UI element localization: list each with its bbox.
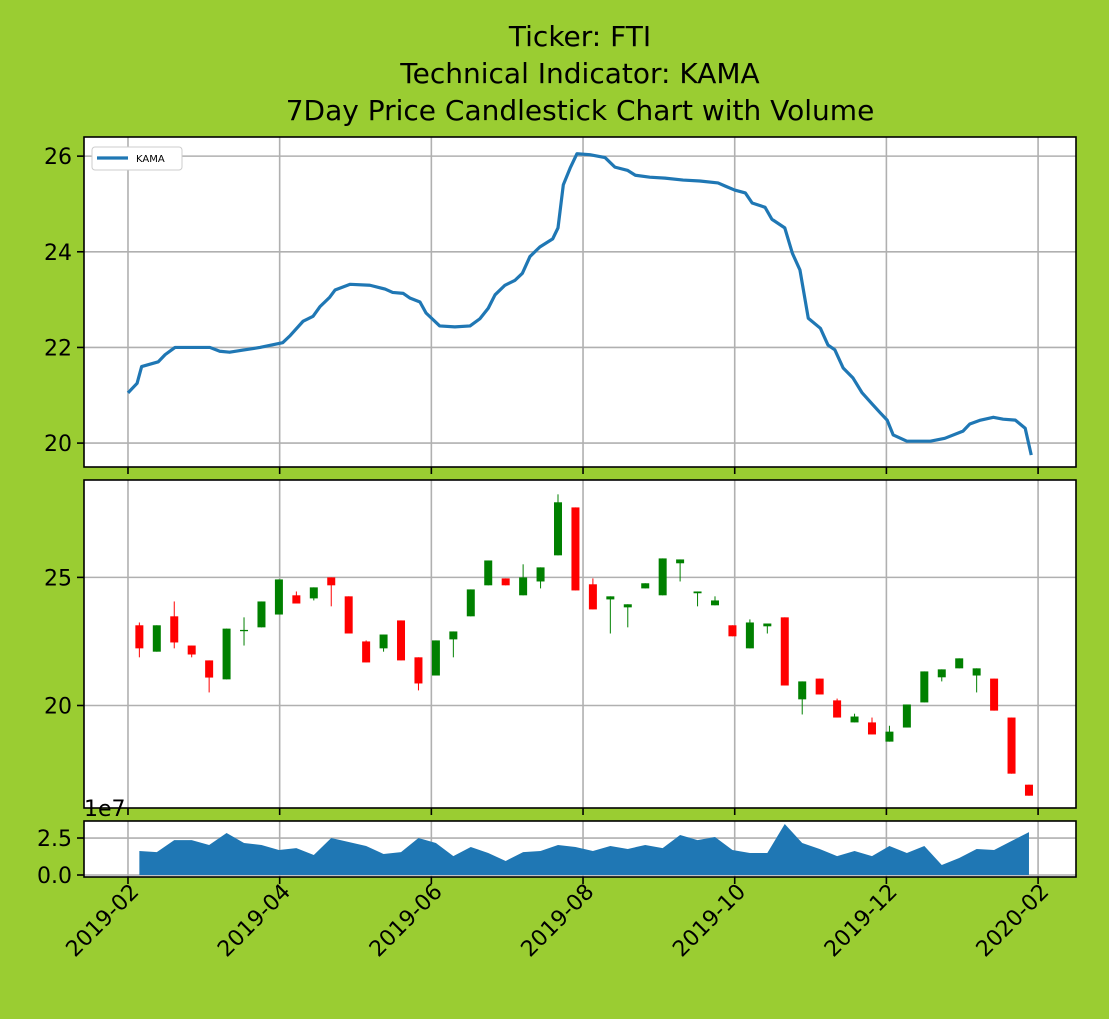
candle-body <box>798 681 807 700</box>
candle-body <box>344 596 353 634</box>
plot-area <box>84 480 1076 808</box>
candle-body <box>397 620 406 661</box>
y-tick-label: 0.0 <box>37 864 72 889</box>
candle-body <box>920 671 929 703</box>
x-tick-label: 2019-12 <box>820 880 903 963</box>
plot-area <box>84 137 1076 467</box>
legend-label: KAMA <box>136 154 165 165</box>
candle-body <box>867 722 876 735</box>
candle-body <box>833 700 842 718</box>
candle-body <box>205 660 214 678</box>
candle-body <box>309 587 318 599</box>
candle-body <box>554 502 563 556</box>
candle-body <box>1024 784 1033 796</box>
candle-body <box>152 625 161 652</box>
chart-title: Ticker: FTI <box>508 20 651 53</box>
candle-body <box>745 622 754 649</box>
candle-body <box>187 645 196 655</box>
candle-body <box>780 617 789 686</box>
candle-body <box>327 577 336 586</box>
candle-body <box>222 628 231 680</box>
candle-body <box>606 596 615 600</box>
x-tick-label: 2020-02 <box>972 880 1055 963</box>
candle-body <box>676 559 685 564</box>
candle-body <box>641 583 650 589</box>
candle-body <box>449 631 458 640</box>
x-tick-label: 2019-08 <box>517 880 600 963</box>
y-tick-label: 20 <box>44 695 72 720</box>
y-tick-label: 26 <box>44 145 72 170</box>
y-tick-label: 22 <box>44 336 72 361</box>
candle-body <box>937 669 946 678</box>
candle-body <box>135 625 144 649</box>
candle-body <box>431 640 440 676</box>
plot-frame <box>83 479 1077 809</box>
candle-body <box>362 641 371 663</box>
x-tick-label: 2019-04 <box>213 880 296 963</box>
candle-body <box>414 657 423 684</box>
candle-body <box>658 558 667 596</box>
kama-line <box>126 152 1033 456</box>
candle-body <box>274 579 283 615</box>
candle-body <box>588 584 597 610</box>
candle-body <box>536 567 545 582</box>
candle-body <box>728 625 737 637</box>
candle-body <box>571 507 580 591</box>
candle-body <box>902 704 911 728</box>
candle-body <box>484 560 493 586</box>
candle-body <box>850 716 859 723</box>
x-tick-label: 2019-10 <box>668 880 751 963</box>
plot-frame <box>83 136 1077 468</box>
candle-body <box>763 623 772 627</box>
x-tick-label: 2019-06 <box>365 880 448 963</box>
candle-body <box>623 604 632 608</box>
candle-body <box>466 589 475 617</box>
y-tick-label: 24 <box>44 241 72 266</box>
candle-body <box>710 600 719 606</box>
candle-body <box>519 577 528 596</box>
candle-body <box>257 601 266 628</box>
candle-body <box>1007 717 1016 774</box>
volume-area <box>139 823 1029 876</box>
candle-body <box>170 616 179 643</box>
y-tick-label: 25 <box>44 566 72 591</box>
x-tick-label: 2019-02 <box>62 880 145 963</box>
y-tick-label: 2.5 <box>37 827 72 852</box>
candle-body <box>292 595 301 604</box>
candle-body <box>990 678 999 711</box>
offset-label: 1e7 <box>84 797 126 822</box>
candle-body <box>972 668 981 676</box>
candle-body <box>501 578 510 586</box>
chart-title: Technical Indicator: KAMA <box>399 57 759 90</box>
candle-body <box>955 658 964 669</box>
legend-box <box>91 146 183 171</box>
chart-title: 7Day Price Candlestick Chart with Volume <box>286 94 875 127</box>
candle-body <box>693 591 702 594</box>
plot-frame <box>83 820 1077 878</box>
candle-body <box>240 629 249 632</box>
candle-body <box>815 678 824 695</box>
candle-body <box>379 634 388 649</box>
candle-body <box>885 731 894 742</box>
y-tick-label: 20 <box>44 432 72 457</box>
